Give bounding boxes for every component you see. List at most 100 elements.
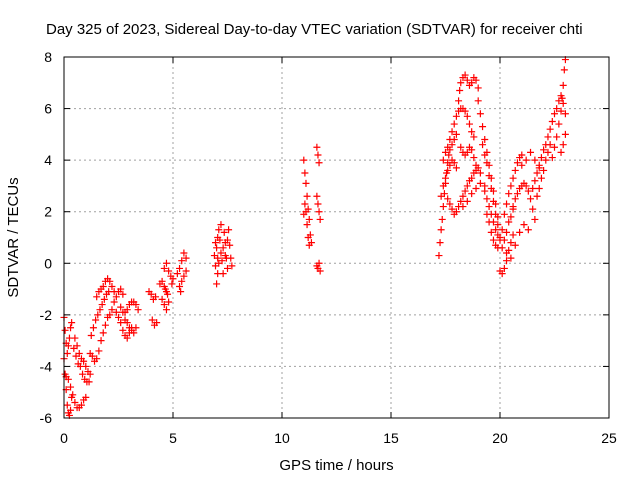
chart-title: Day 325 of 2023, Sidereal Day-to-day VTE… <box>46 21 583 38</box>
data-point <box>485 203 493 211</box>
data-point <box>123 319 131 327</box>
data-point <box>559 141 567 149</box>
y-tick-label: 0 <box>44 255 52 271</box>
data-point <box>162 306 170 314</box>
data-point <box>448 141 456 149</box>
data-point <box>224 264 231 272</box>
data-point <box>455 97 463 105</box>
data-point <box>112 293 120 301</box>
data-point <box>527 148 535 156</box>
data-point <box>474 97 482 105</box>
data-point <box>160 301 168 309</box>
data-point <box>106 311 114 319</box>
data-point <box>219 270 227 278</box>
data-point <box>518 151 526 159</box>
data-point <box>561 130 569 138</box>
data-point <box>79 370 87 378</box>
data-point <box>481 187 489 195</box>
data-point <box>437 192 445 200</box>
data-point <box>463 76 471 84</box>
data-point <box>507 239 515 247</box>
data-point <box>438 215 446 223</box>
data-point <box>89 324 97 332</box>
data-point <box>180 249 188 257</box>
data-point <box>216 236 224 244</box>
data-point <box>313 143 321 151</box>
data-point <box>544 148 552 156</box>
data-point <box>503 257 511 265</box>
data-point <box>559 81 567 89</box>
data-point <box>117 285 125 293</box>
data-point <box>226 241 234 249</box>
data-point <box>476 169 484 177</box>
data-point <box>509 174 517 182</box>
data-point <box>461 107 469 115</box>
data-point <box>551 110 558 118</box>
data-point <box>500 210 508 218</box>
data-point <box>117 319 125 327</box>
data-point <box>314 200 322 208</box>
data-point <box>98 301 106 309</box>
data-point <box>110 298 118 306</box>
data-point <box>485 172 493 180</box>
data-point <box>546 125 554 133</box>
data-point <box>439 156 447 164</box>
data-point <box>522 182 530 190</box>
data-point <box>315 159 323 167</box>
data-point <box>316 267 324 275</box>
data-point <box>498 244 506 252</box>
data-point <box>64 342 72 350</box>
data-points <box>60 56 569 419</box>
data-point <box>228 262 236 270</box>
data-point <box>511 195 519 203</box>
data-point <box>479 141 487 149</box>
data-point <box>457 79 465 87</box>
data-point <box>465 120 473 128</box>
data-point <box>215 226 223 234</box>
data-point <box>70 344 78 352</box>
data-point <box>513 190 521 198</box>
data-point <box>169 275 177 283</box>
data-point <box>67 324 75 332</box>
data-point <box>303 192 311 200</box>
data-point <box>161 285 169 293</box>
data-point <box>442 174 449 182</box>
data-point <box>436 239 444 247</box>
data-point <box>503 200 511 208</box>
data-point <box>313 192 321 200</box>
data-point <box>442 148 449 156</box>
data-point <box>456 87 464 95</box>
data-point <box>217 249 225 257</box>
data-point <box>533 169 541 177</box>
data-point <box>444 195 452 203</box>
x-tick-label: 0 <box>60 430 68 446</box>
data-point <box>132 301 140 309</box>
data-point <box>82 393 90 401</box>
y-tick-label: -4 <box>40 358 53 374</box>
data-point <box>123 334 131 342</box>
data-point <box>94 311 102 319</box>
data-point <box>213 280 221 288</box>
data-point <box>67 406 75 414</box>
data-point <box>158 277 166 285</box>
data-point <box>97 337 105 345</box>
data-point <box>520 221 528 229</box>
data-point <box>468 79 476 87</box>
data-point <box>177 288 185 296</box>
data-point <box>100 295 108 303</box>
data-point <box>219 244 227 252</box>
data-point <box>87 331 95 339</box>
data-point <box>101 321 109 329</box>
data-point <box>173 270 181 278</box>
data-point <box>221 252 229 260</box>
data-point <box>85 378 93 386</box>
data-point <box>463 182 471 190</box>
data-point <box>457 197 465 205</box>
data-point <box>164 290 172 298</box>
data-point <box>96 306 104 314</box>
data-point <box>540 146 548 154</box>
data-point <box>500 264 508 272</box>
data-point <box>555 97 563 105</box>
data-point <box>459 203 467 211</box>
data-point <box>489 236 497 244</box>
